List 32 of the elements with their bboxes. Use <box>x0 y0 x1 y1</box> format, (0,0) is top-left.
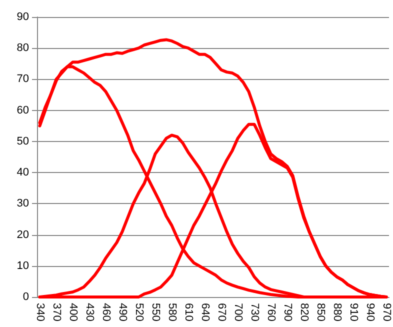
x-tick-label: 490 <box>116 303 128 322</box>
y-tick-label: 0 <box>22 291 29 303</box>
x-tick-label: 940 <box>364 303 376 322</box>
x-tick-label: 670 <box>215 303 228 322</box>
y-tick-label: 90 <box>16 11 29 23</box>
x-tick-label: 700 <box>232 303 244 322</box>
y-tick-label: 10 <box>16 260 29 272</box>
y-tick-label: 20 <box>16 228 29 241</box>
x-tick-label: 820 <box>298 303 310 322</box>
x-tick-label: 460 <box>100 303 112 322</box>
x-tick-label: 520 <box>132 303 145 322</box>
y-tick-label: 60 <box>16 104 29 116</box>
x-tick-label: 550 <box>149 303 162 322</box>
y-tick-label: 70 <box>16 73 29 86</box>
y-tick-label: 50 <box>16 135 29 148</box>
x-tick-label: 730 <box>248 303 260 322</box>
x-tick-label: 760 <box>264 303 277 322</box>
x-tick-label: 370 <box>50 303 62 322</box>
x-tick-label: 850 <box>314 303 326 322</box>
x-tick-label: 790 <box>281 303 294 322</box>
x-tick-label: 610 <box>182 303 194 322</box>
x-tick-label: 880 <box>330 303 343 322</box>
y-tick-label: 30 <box>16 198 29 210</box>
x-tick-label: 970 <box>380 303 392 322</box>
y-tick-label: 80 <box>16 42 29 54</box>
x-tick-label: 430 <box>83 303 96 322</box>
x-tick-label: 910 <box>347 303 360 322</box>
x-tick-label: 580 <box>166 303 178 322</box>
x-tick-label: 340 <box>34 303 46 322</box>
x-tick-label: 640 <box>198 303 211 322</box>
y-tick-label: 40 <box>16 166 29 179</box>
x-tick-label: 400 <box>66 303 79 322</box>
